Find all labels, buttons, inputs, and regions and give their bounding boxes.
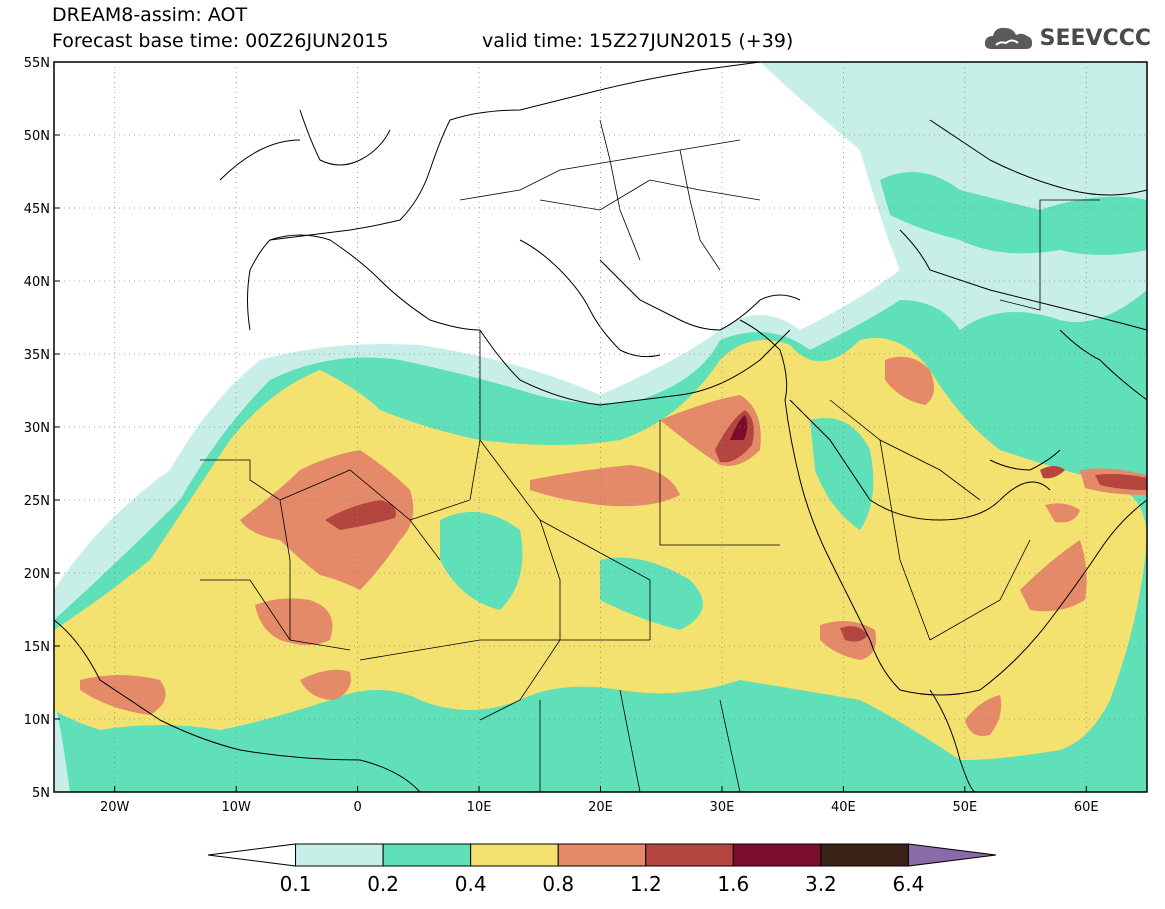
lat-label: 5N [32,786,50,801]
colorbar-label: 0.2 [367,872,399,896]
lon-label: 10E [467,800,492,815]
lat-label: 20N [24,567,50,582]
lon-label: 40E [831,800,856,815]
lat-label: 45N [24,202,50,217]
lon-label: 10W [221,800,251,815]
colorbar-swatch [557,843,647,867]
lat-label: 35N [24,348,50,363]
valid-time: valid time: 15Z27JUN2015 (+39) [482,30,794,52]
lat-label: 55N [24,56,50,71]
colorbar-label: 1.6 [717,872,749,896]
lon-label: 60E [1074,800,1099,815]
colorbar-low-arrow [207,843,297,867]
coastlines [54,62,1147,792]
colorbar-swatch [645,843,734,867]
colorbar-swatch [295,843,384,867]
lat-label: 25N [24,494,50,509]
colorbar-label: 6.4 [893,872,925,896]
colorbar-swatch [382,843,472,867]
cloud-icon [984,27,1032,49]
lat-axis: 55N 50N 45N 40N 35N 30N 25N 20N 15N 10N 5N [24,56,50,801]
aot-band-1.2 [325,500,396,530]
aot-band-0.4 [54,338,1147,760]
lon-label: 0 [353,800,361,815]
colorbar-label: 0.1 [280,872,312,896]
axis-ticks [54,61,1087,793]
colorbar-label: 3.2 [805,872,837,896]
colorbar-label: 0.8 [542,872,574,896]
lon-label: 30E [710,800,735,815]
colorbar-high-arrow [907,843,997,867]
seevccc-logo: SEEVCCC [982,20,1151,56]
forecast-base-time: Forecast base time: 00Z26JUN2015 [52,30,389,52]
grid-lines [54,62,1147,792]
lon-label: 20W [100,800,130,815]
lon-axis: 20W 10W 0 10E 20E 30E 40E 50E 60E [100,800,1099,815]
chart-title: DREAM8-assim: AOT [52,4,248,26]
lat-label: 40N [24,275,50,290]
colorbar: 0.1 0.2 0.4 0.8 1.2 1.6 3.2 6.4 [207,843,997,896]
lat-label: 10N [24,713,50,728]
colorbar-swatch [470,843,559,867]
logo-text: SEEVCCC [1039,25,1151,51]
colorbar-label: 1.2 [630,872,662,896]
lat-label: 50N [24,129,50,144]
colorbar-label: 0.4 [455,872,487,896]
borders [200,119,1100,792]
lat-label: 30N [24,421,50,436]
lon-label: 50E [952,800,977,815]
lat-label: 15N [24,640,50,655]
lon-label: 20E [588,800,613,815]
colorbar-swatch [820,843,909,867]
aot-band-1.6 [730,415,748,440]
colorbar-swatch [732,843,822,867]
